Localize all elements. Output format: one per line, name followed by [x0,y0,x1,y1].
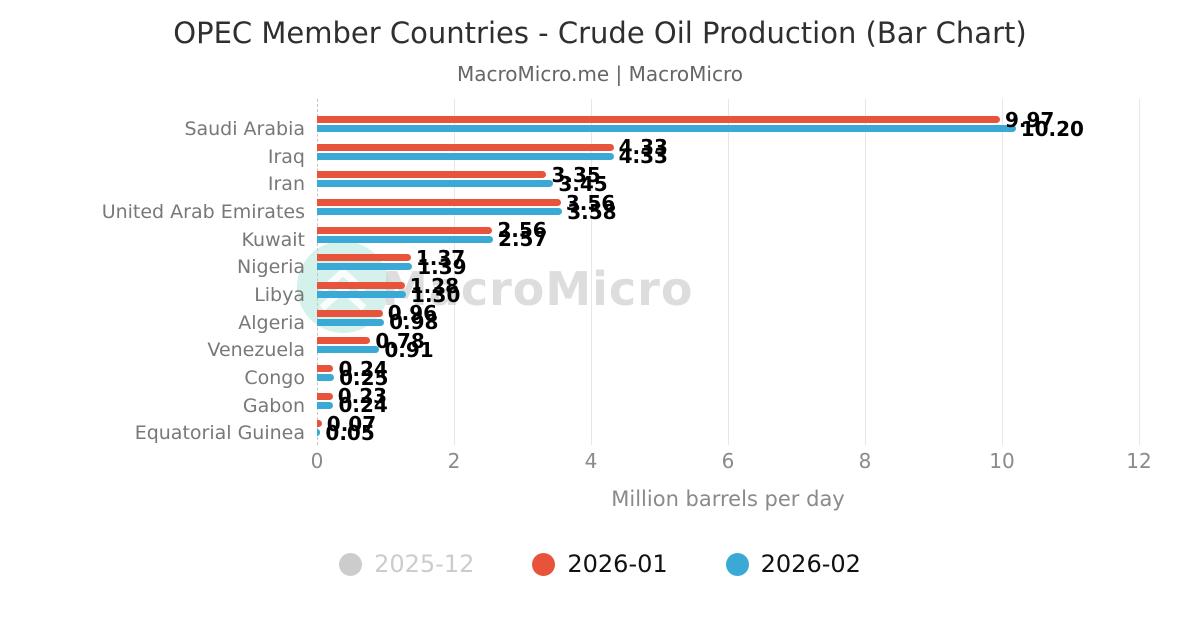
data-label-2026-01-congo: 0.24 [338,356,388,381]
legend-label-2026-02: 2026-02 [760,550,861,578]
bar-2026-01-libya[interactable] [317,282,405,289]
data-label-2026-02-iran: 3.45 [558,171,608,196]
bar-2026-02-iraq[interactable] [317,152,614,160]
x-tick-label-8: 8 [858,449,872,473]
data-label-2026-01-equatorial-guinea: 0.07 [326,411,377,436]
gridline-x-6 [728,99,729,445]
data-label-2026-02-united-arab-emirates: 3.58 [567,199,617,224]
data-label-2026-02-iraq: 4.33 [618,144,668,169]
bar-2026-01-equatorial-guinea[interactable] [317,420,322,428]
data-label-2026-01-gabon: 0.23 [337,384,388,409]
x-axis-title: Million barrels per day [611,487,845,511]
category-label-united-arab-emirates: United Arab Emirates [101,201,305,223]
x-tick-label-10: 10 [989,449,1015,473]
legend-dot-2026-02 [725,552,749,576]
legend-dot-2026-01 [532,552,556,576]
bar-2026-01-venezuela[interactable] [317,337,371,345]
bar-2026-02-equatorial-guinea[interactable] [317,429,321,437]
data-label-2026-02-gabon: 0.24 [338,393,388,418]
legend-dot-2025-12 [339,552,363,576]
data-label-2026-01-venezuela: 0.78 [375,328,425,353]
data-label-2026-02-libya: 1.30 [411,282,461,307]
bar-2026-01-iran[interactable] [317,171,547,179]
bar-2026-01-kuwait[interactable] [317,226,493,234]
data-label-2026-02-congo: 0.25 [339,365,389,390]
bar-2026-01-iraq[interactable] [317,143,614,151]
bar-2026-02-gabon[interactable] [317,401,334,409]
legend-label-2025-12: 2025-12 [374,550,475,578]
bar-2026-01-algeria[interactable] [317,309,383,317]
category-label-congo: Congo [244,367,305,389]
data-label-2026-02-algeria: 0.98 [389,310,439,335]
bar-2026-02-libya[interactable] [317,291,407,298]
category-label-equatorial-guinea: Equatorial Guinea [134,422,305,445]
bar-2026-02-congo[interactable] [317,374,335,381]
gridline-x-8 [865,99,866,445]
category-label-iran: Iran [267,173,305,196]
data-label-2026-02-saudi-arabia: 10.20 [1020,116,1084,141]
chart-subtitle: MacroMicro.me | MacroMicro [457,62,743,86]
data-label-2026-01-iran: 3.35 [551,162,601,187]
legend-label-2026-01: 2026-01 [567,550,668,578]
bar-2026-01-nigeria[interactable] [317,254,411,262]
gridline-x-2 [454,99,455,445]
bar-2026-01-united-arab-emirates[interactable] [317,199,561,206]
gridline-x-4 [591,99,592,445]
bar-2026-02-nigeria[interactable] [317,263,413,271]
bar-2026-01-congo[interactable] [317,365,334,372]
category-label-gabon: Gabon [242,394,305,417]
data-label-2026-01-saudi-arabia: 9.97 [1004,107,1055,132]
gridline-x-10 [1002,99,1003,445]
gridline-x-12 [1139,99,1140,445]
data-label-2026-02-nigeria: 1.39 [417,254,467,279]
data-label-2026-01-nigeria: 1.37 [415,245,466,270]
data-label-2026-02-equatorial-guinea: 0.05 [325,420,375,445]
bar-2026-01-saudi-arabia[interactable] [317,116,1000,123]
category-label-kuwait: Kuwait [241,228,305,251]
legend-item-2026-01[interactable]: 2026-01 [532,550,668,578]
category-label-algeria: Algeria [238,311,305,334]
x-tick-label-6: 6 [721,449,735,473]
y-axis-line [317,99,318,445]
bar-2026-02-saudi-arabia[interactable] [317,125,1016,132]
x-tick-label-2: 2 [447,449,461,473]
x-tick-label-4: 4 [584,449,598,473]
watermark-text: MacroMicro [382,262,694,316]
category-label-iraq: Iraq [267,145,305,168]
bar-2026-02-venezuela[interactable] [317,346,380,354]
data-label-2026-01-iraq: 4.33 [618,135,668,160]
legend-item-2026-02[interactable]: 2026-02 [725,550,861,578]
category-label-nigeria: Nigeria [237,256,305,279]
category-label-saudi-arabia: Saudi Arabia [184,118,305,140]
category-label-venezuela: Venezuela [207,339,305,362]
data-label-2026-01-kuwait: 2.56 [497,218,547,243]
legend: 2025-12 2026-01 2026-02 [0,550,1200,578]
data-label-2026-02-venezuela: 0.91 [384,337,434,362]
x-tick-label-0: 0 [310,449,324,473]
data-label-2026-01-libya: 1.28 [409,273,460,298]
chart-title: OPEC Member Countries - Crude Oil Produc… [173,16,1027,50]
bar-2026-02-algeria[interactable] [317,318,385,326]
bar-2026-02-iran[interactable] [317,180,554,188]
x-tick-label-12: 12 [1126,449,1152,473]
bar-2026-01-gabon[interactable] [317,392,333,400]
legend-item-2025-12[interactable]: 2025-12 [339,550,474,578]
data-label-2026-02-kuwait: 2.57 [498,227,548,252]
bar-2026-02-kuwait[interactable] [317,235,494,243]
data-label-2026-01-algeria: 0.96 [387,301,438,326]
bar-2026-02-united-arab-emirates[interactable] [317,208,563,215]
category-label-libya: Libya [254,284,305,306]
data-label-2026-01-united-arab-emirates: 3.56 [565,190,616,215]
